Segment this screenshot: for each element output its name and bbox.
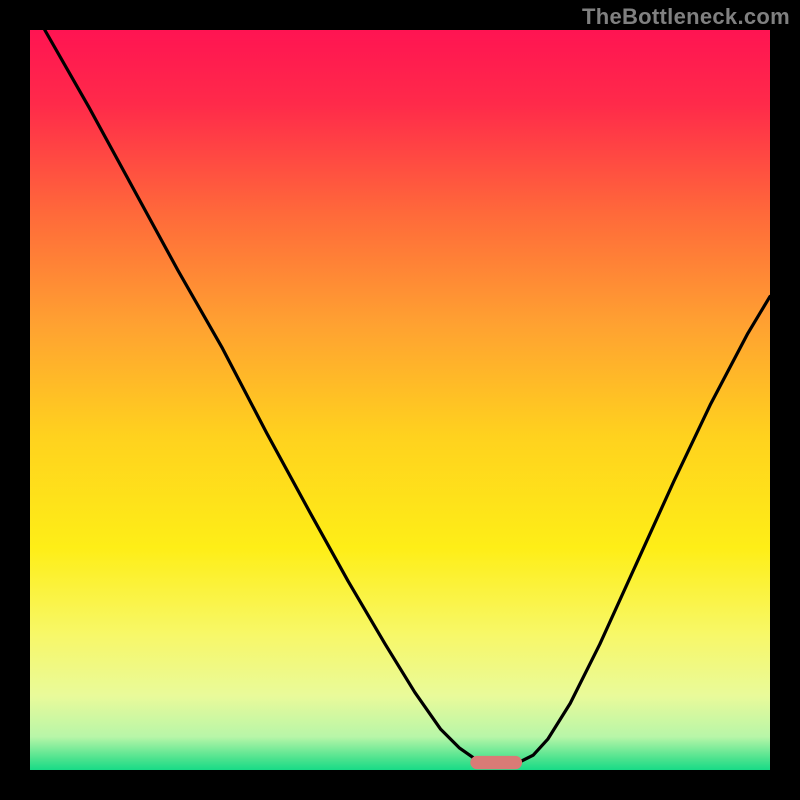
optimal-point-marker — [470, 756, 522, 769]
chart-gradient-background — [30, 30, 770, 770]
watermark-text: TheBottleneck.com — [582, 4, 790, 30]
bottleneck-chart — [0, 0, 800, 800]
